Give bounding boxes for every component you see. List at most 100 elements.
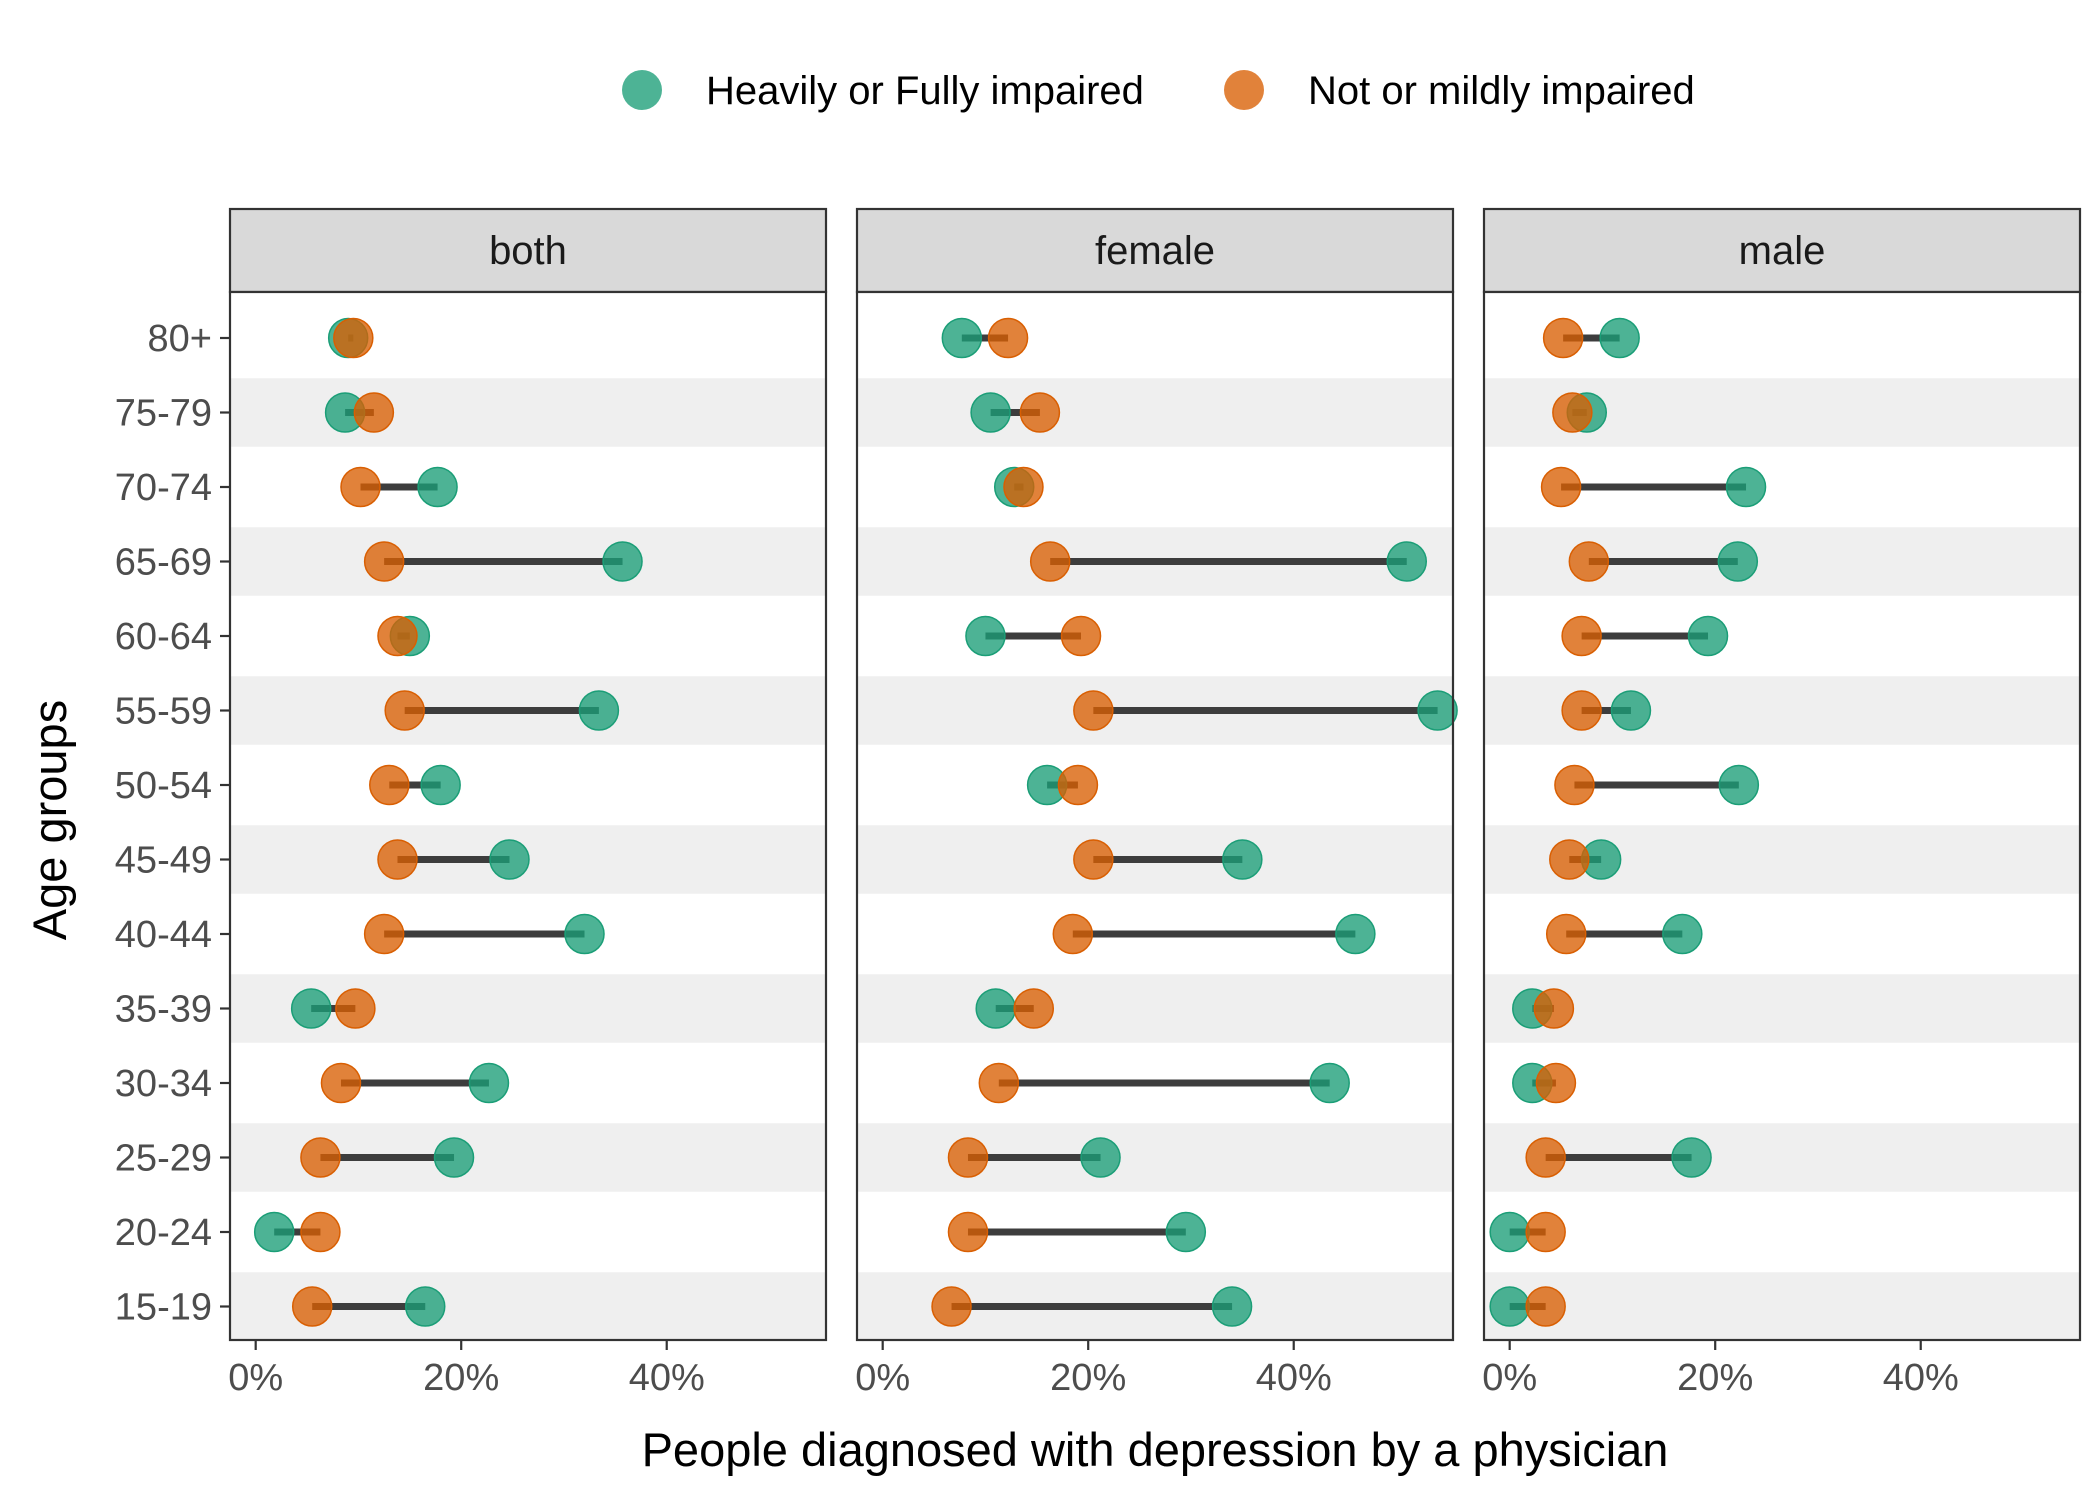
point-mildly-impaired	[1073, 839, 1114, 880]
point-mildly-impaired	[1545, 913, 1587, 955]
point-heavily-impaired	[1662, 913, 1703, 955]
point-mildly-impaired	[1525, 1286, 1566, 1327]
y-tick-label: 55-59	[115, 691, 212, 733]
point-heavily-impaired	[1165, 1211, 1207, 1253]
panels: both 0% 20% 40% female 0% 20% 40% male 0% 20% 40% 80…	[115, 207, 2082, 1399]
y-tick-label: 45-49	[115, 840, 212, 882]
point-mildly-impaired	[1019, 392, 1061, 433]
panel-border	[1482, 290, 2082, 1342]
dumbbell-35-39	[975, 988, 1054, 1029]
dumbbell-30-34	[978, 1062, 1350, 1104]
point-heavily-impaired	[1687, 615, 1729, 657]
dumbbell-80+	[941, 317, 1029, 359]
y-tick-label: 35-39	[115, 989, 212, 1031]
point-heavily-impaired	[1489, 1211, 1530, 1253]
point-mildly-impaired	[340, 466, 381, 508]
point-mildly-impaired	[1052, 913, 1094, 955]
point-heavily-impaired	[1718, 764, 1760, 806]
x-tick-label: 20%	[423, 1357, 499, 1399]
point-heavily-impaired	[975, 988, 1016, 1029]
point-heavily-impaired	[1725, 466, 1767, 508]
point-mildly-impaired	[1525, 1211, 1566, 1253]
point-heavily-impaired	[941, 317, 983, 359]
dumbbell-55-59	[384, 690, 620, 731]
x-tick-label: 20%	[1677, 1357, 1753, 1399]
x-tick-label: 40%	[1883, 1357, 1959, 1399]
point-mildly-impaired	[1561, 615, 1602, 657]
dumbbell-20-24	[947, 1211, 1207, 1253]
point-heavily-impaired	[468, 1062, 510, 1104]
dumbbell-65-69	[1568, 541, 1759, 582]
dumbbell-35-39	[290, 988, 376, 1029]
point-heavily-impaired	[404, 1286, 446, 1327]
panel-border	[855, 290, 1455, 1342]
y-tick-label: 15-19	[115, 1287, 212, 1329]
y-tick-label: 40-44	[115, 914, 212, 956]
dumbbell-55-59	[1561, 690, 1652, 731]
dumbbell-75-79	[1552, 392, 1608, 433]
dumbbell-30-34	[1512, 1062, 1577, 1104]
dumbbell-25-29	[947, 1137, 1121, 1178]
point-mildly-impaired	[1029, 541, 1071, 582]
point-mildly-impaired	[1525, 1137, 1566, 1178]
point-heavily-impaired	[433, 1137, 475, 1178]
point-mildly-impaired	[1561, 690, 1602, 731]
point-heavily-impaired	[965, 615, 1006, 657]
point-heavily-impaired	[1717, 541, 1759, 582]
point-heavily-impaired	[420, 764, 461, 806]
point-heavily-impaired	[970, 392, 1011, 433]
y-tick-label: 65-69	[115, 542, 212, 584]
dumbbell-70-74	[1540, 466, 1767, 508]
dumbbell-50-54	[369, 764, 461, 806]
x-axis-title: People diagnosed with depression by a ph…	[642, 1423, 1669, 1476]
point-mildly-impaired	[1003, 466, 1044, 508]
point-mildly-impaired	[369, 764, 410, 806]
row-band	[857, 1123, 1453, 1192]
panel-strip	[1482, 207, 2082, 294]
dumbbell-40-44	[363, 913, 605, 955]
dumbbell-80+	[1542, 317, 1640, 359]
dumbbell-75-79	[970, 392, 1061, 433]
dumbbell-70-74	[993, 466, 1044, 508]
dumbbell-30-34	[320, 1062, 510, 1104]
dumbbell-45-49	[1073, 839, 1263, 880]
point-heavily-impaired	[290, 988, 332, 1029]
dumbbell-25-29	[300, 1137, 475, 1178]
point-mildly-impaired	[1535, 1062, 1577, 1104]
x-tick-label: 20%	[1050, 1357, 1126, 1399]
point-mildly-impaired	[1013, 988, 1054, 1029]
dumbbell-75-79	[324, 392, 395, 433]
y-tick-label: 75-79	[115, 393, 212, 435]
point-heavily-impaired	[602, 541, 643, 582]
point-mildly-impaired	[384, 690, 425, 731]
point-mildly-impaired	[291, 1286, 333, 1327]
dumbbell-20-24	[1489, 1211, 1566, 1253]
point-mildly-impaired	[1073, 690, 1114, 731]
point-heavily-impaired	[564, 913, 605, 955]
point-mildly-impaired	[363, 913, 405, 955]
dumbbell-40-44	[1545, 913, 1703, 955]
point-mildly-impaired	[987, 317, 1029, 359]
y-tick-label: 30-34	[115, 1063, 212, 1105]
point-heavily-impaired	[1489, 1286, 1530, 1327]
y-tick-label: 50-54	[115, 765, 212, 807]
dumbbell-60-64	[377, 615, 431, 657]
legend-label: Not or mildly impaired	[1308, 69, 1695, 113]
row-band	[230, 378, 826, 447]
dumbbell-40-44	[1052, 913, 1376, 955]
x-tick-label: 40%	[629, 1357, 705, 1399]
point-mildly-impaired	[300, 1137, 341, 1178]
point-mildly-impaired	[335, 988, 376, 1029]
point-mildly-impaired	[947, 1137, 989, 1178]
point-mildly-impaired	[1549, 839, 1590, 880]
point-mildly-impaired	[1533, 988, 1575, 1029]
panel-strip-label: female	[1095, 229, 1215, 273]
dumbbell-60-64	[1561, 615, 1729, 657]
y-tick-label: 25-29	[115, 1138, 212, 1180]
dumbbell-65-69	[363, 541, 643, 582]
point-heavily-impaired	[578, 690, 620, 731]
point-heavily-impaired	[1386, 541, 1428, 582]
point-mildly-impaired	[1542, 317, 1584, 359]
dumbbell-50-54	[1554, 764, 1760, 806]
legend-item: Not or mildly impaired	[1224, 69, 1695, 113]
